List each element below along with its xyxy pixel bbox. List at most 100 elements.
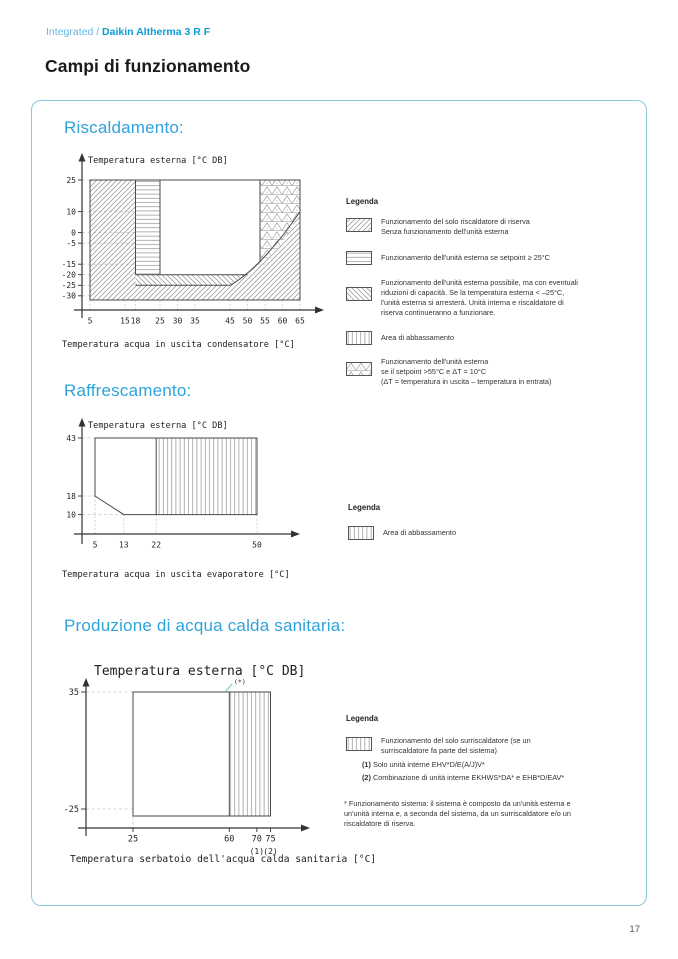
numbered-note: (1) Solo unità interne EHV*D/E(A/J)V* [362,760,596,770]
page-title: Campi di funzionamento [45,56,251,76]
svg-text:35: 35 [190,317,200,326]
triangle-pattern-icon [346,362,372,377]
callout-line [224,683,233,693]
x-tick-labels: 5 13 22 50 [93,541,262,550]
acs-chart: (*) 35 -25 25 60 70 75 (1) (2) Temperatura… [64,664,310,856]
svg-text:-25: -25 [64,805,79,815]
legend-text: Funzionamento del solo surriscaldatore (… [381,735,531,745]
note-number: (2) [362,772,371,782]
region-boundaries [132,691,271,817]
vertical-stripes-icon [346,736,372,751]
svg-text:25: 25 [128,835,138,845]
breadcrumb-segment: Integrated / [46,26,103,38]
svg-text:35: 35 [69,688,79,698]
legend-title: Legenda [346,714,379,723]
svg-text:70: 70 [252,835,262,845]
svg-text:50: 50 [243,317,253,326]
booster-heater-region [229,692,271,816]
setback-region [156,438,257,515]
x-axis-label: Temperatura acqua in uscita evaporatore … [62,570,290,580]
numbered-note: (2) Combinazione di unità interne EKHWS*… [362,773,596,783]
footnote-line: riscaldatore di riserva. [344,819,416,829]
normal-operation-region [160,180,260,275]
y-axis-label: Temperatura esterna [°C DB] [88,156,228,166]
legend-item: Funzionamento dell'unità esterna se setp… [346,250,586,265]
raffrescamento-chart: 43 18 10 5 13 22 50 Temperatura esterna [°… [66,418,300,550]
legend-item: Area di abbassamento [348,525,548,540]
legend-text: surriscaldatore fa parte del sistema) [381,745,497,755]
legend-title: Legenda [348,503,381,512]
gridlines [86,691,134,828]
region-boundaries [89,179,301,301]
section-title-riscaldamento: Riscaldamento: [64,118,184,137]
y-axis-label: Temperatura esterna [°C DB] [94,664,305,679]
svg-text:50: 50 [252,541,262,550]
svg-text:22: 22 [151,541,161,550]
back-diagonal-hatch-icon [346,286,372,301]
legend-text: (ΔT = temperatura in uscita – temperatur… [381,377,552,387]
y-axis-arrow-icon [78,153,86,162]
svg-text:18: 18 [131,317,141,326]
axes [74,424,294,544]
legend-text: Funzionamento del solo riscaldatore di r… [381,216,530,226]
breadcrumb-product: Daikin Altherma 3 R F [102,26,211,38]
y-tick-labels: 25 10 0 -5 -15 -20 -25 -30 [62,176,77,301]
capacity-reduction-region [135,274,248,286]
gridlines [82,437,124,515]
svg-text:15: 15 [120,317,130,326]
x-axis-label: Temperatura acqua in uscita condensatore… [62,340,295,350]
svg-text:-25: -25 [62,281,77,290]
y-tick-labels: 35 -25 [64,688,79,815]
svg-text:10: 10 [66,207,76,216]
x-tick-labels: 5 15 18 25 30 35 45 50 55 60 65 [88,317,305,326]
legend-text: Area di abbassamento [381,333,455,343]
tick-marks [81,691,271,832]
legend-item: Funzionamento dell'unità esterna possibi… [346,278,586,318]
svg-text:-30: -30 [62,292,77,301]
section-title-raffrescamento: Raffrescamento: [64,381,192,400]
footnote-line: un'unità interna e, a seconda del sistem… [344,809,571,819]
setpoint-25-region [135,180,160,275]
x-axis-arrow-icon [291,530,300,538]
diagonal-hatch-icon [346,217,372,232]
svg-text:-20: -20 [62,271,77,280]
svg-text:60: 60 [224,835,234,845]
legend-item: Area di abbassamento [346,330,586,346]
legend-title: Legenda [346,197,379,206]
svg-text:(1): (1) [250,847,264,856]
svg-text:43: 43 [66,434,76,443]
legend-text: riserva continueranno a funzionare. [381,308,496,318]
legend-item: Funzionamento del solo surriscaldatore (… [346,736,596,756]
legend-text: Funzionamento dell'unità esterna possibi… [381,277,578,287]
riscaldamento-legend: Legenda Funzionamento del solo riscaldat… [346,197,586,396]
svg-text:65: 65 [295,317,305,326]
legend-text: Area di abbassamento [383,527,457,537]
svg-text:(2): (2) [263,847,277,856]
svg-text:30: 30 [173,317,183,326]
svg-text:25: 25 [155,317,165,326]
page-number: 17 [629,924,640,935]
x-axis-arrow-icon [301,824,310,832]
high-setpoint-region [260,180,300,261]
vertical-stripes-icon [346,331,372,346]
note-text: Combinazione di unità interne EKHWS*DA* … [372,772,565,782]
y-axis-label: Temperatura esterna [°C DB] [88,421,228,431]
legend-text: l'unità esterna si arresterà. Unità inte… [381,298,564,307]
svg-text:45: 45 [225,317,235,326]
footnote-line: * Funzionamento sistema: il sistema è co… [344,799,571,808]
svg-text:25: 25 [66,176,76,185]
svg-text:55: 55 [260,317,270,326]
tick-marks [78,437,82,516]
x-tick-note-marks: (1) (2) [250,847,278,856]
footnote: * Funzionamento sistema: il sistema è co… [344,799,596,829]
svg-text:13: 13 [119,541,129,550]
note-number: (1) [362,759,371,769]
breadcrumb: Integrated / Daikin Altherma 3 R F [46,26,210,38]
x-grid-stubs [89,300,301,310]
legend-text: riduzioni di capacità. Se la temperatura… [381,287,565,297]
svg-text:5: 5 [88,317,93,326]
svg-text:-15: -15 [62,260,77,269]
svg-text:10: 10 [66,510,76,519]
